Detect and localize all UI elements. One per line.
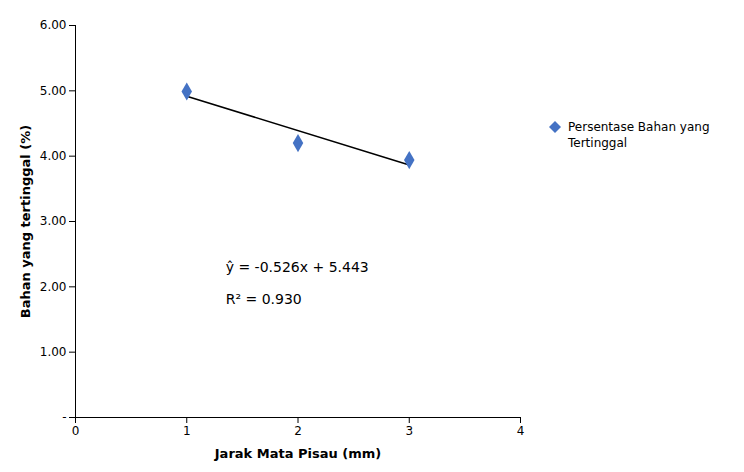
svg-text:2: 2 [294, 424, 302, 438]
svg-text:R² = 0.930: R² = 0.930 [226, 291, 302, 307]
html-text:Persentase Bahan yang Tertingg: Persentase Bahan yang Tertinggal [568, 120, 710, 150]
svg-text:1.00: 1.00 [40, 345, 67, 359]
svg-text:3.00: 3.00 [40, 214, 67, 228]
svg-text:2.00: 2.00 [40, 280, 67, 294]
svg-text:1: 1 [183, 424, 191, 438]
svg-text:-: - [62, 410, 66, 424]
svg-text:Bahan yang tertinggal (%): Bahan yang tertinggal (%) [18, 125, 33, 318]
svg-text:ŷ = -0.526x + 5.443: ŷ = -0.526x + 5.443 [226, 259, 369, 275]
svg-text:4.00: 4.00 [40, 149, 67, 163]
svg-text:5.00: 5.00 [40, 84, 67, 98]
svg-text:0: 0 [72, 424, 80, 438]
svg-text:Jarak Mata Pisau (mm): Jarak Mata Pisau (mm) [214, 446, 381, 461]
svg-text:3: 3 [405, 424, 413, 438]
svg-text:6.00: 6.00 [40, 18, 67, 32]
svg-text:4: 4 [517, 424, 525, 438]
